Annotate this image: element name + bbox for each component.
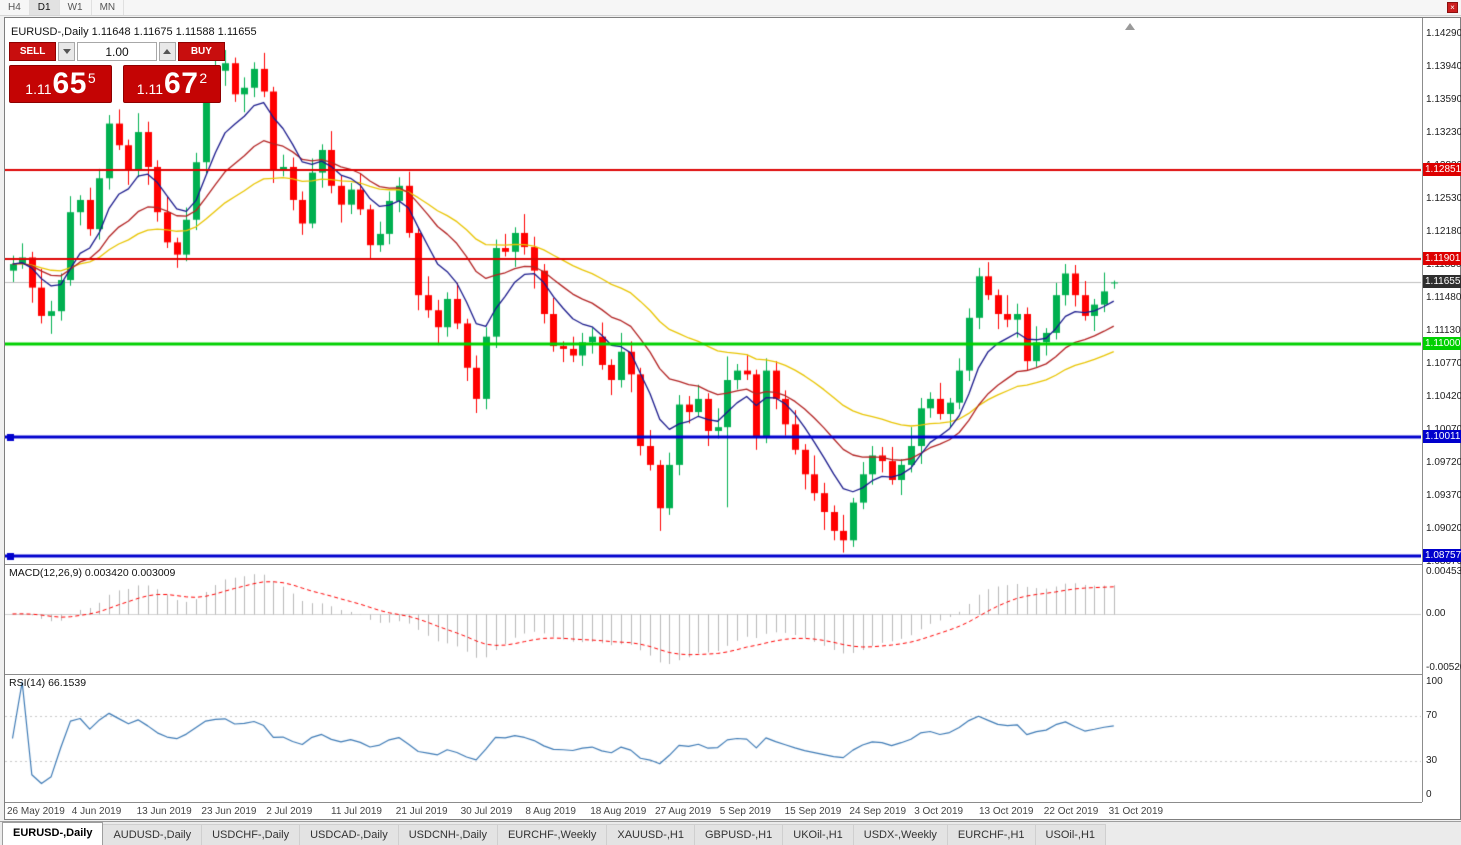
date-axis-label: 26 May 2019: [7, 806, 65, 817]
chart-tab-eurchf-weekly[interactable]: EURCHF-,Weekly: [497, 824, 608, 845]
chart-tab-usdx-weekly[interactable]: USDX-,Weekly: [853, 824, 948, 845]
date-axis-label: 22 Oct 2019: [1043, 806, 1099, 817]
macd-axis-label: 0.004536: [1426, 566, 1461, 577]
price-axis-label: 1.09020: [1426, 523, 1461, 534]
buy-price-box[interactable]: 1.11 67 2: [123, 65, 221, 103]
date-axis[interactable]: 26 May 2019 4 Jun 2019 13 Jun 2019 23 Jun 2…: [5, 802, 1422, 819]
date-axis-label: 11 Jul 2019: [331, 806, 382, 817]
rsi-axis-label: 100: [1426, 676, 1443, 687]
timeframe-button-h4[interactable]: H4: [0, 0, 30, 15]
price-axis-label: 1.11480: [1426, 292, 1461, 303]
rsi-axis-label: 0: [1426, 789, 1432, 800]
sell-price-box[interactable]: 1.11 65 5: [9, 65, 112, 103]
chart-tab-eurusd-daily[interactable]: EURUSD-,Daily: [2, 822, 104, 845]
chart-tab-eurchf-h1[interactable]: EURCHF-,H1: [947, 824, 1036, 845]
date-axis-label: 8 Aug 2019: [525, 806, 576, 817]
chart-shift-marker[interactable]: [1125, 23, 1135, 30]
macd-panel: MACD(12,26,9) 0.003420 0.003009: [5, 565, 1421, 674]
chart-tab-usdcnh-daily[interactable]: USDCNH-,Daily: [398, 824, 498, 845]
date-axis-label: 24 Sep 2019: [849, 806, 907, 817]
sell-button[interactable]: SELL: [9, 42, 57, 61]
rsi-axis-label: 70: [1426, 710, 1438, 721]
macd-indicator-canvas[interactable]: [5, 565, 1421, 674]
sell-price-prefix: 1.11: [25, 80, 52, 97]
macd-header: MACD(12,26,9) 0.003420 0.003009: [9, 567, 176, 579]
arrow-down-icon: [62, 49, 71, 54]
rsi-axis-label: 30: [1426, 755, 1438, 766]
chart-tab-gbpusd-h1[interactable]: GBPUSD-,H1: [695, 824, 784, 845]
level-price-tag: 1.11901: [1423, 252, 1461, 265]
date-axis-label: 27 Aug 2019: [655, 806, 712, 817]
rsi-indicator-canvas[interactable]: [5, 675, 1421, 802]
price-axis-label: 1.10420: [1426, 391, 1461, 402]
volume-input[interactable]: [77, 42, 157, 61]
level-price-tag: 1.12851: [1423, 163, 1461, 176]
timeframe-buttons: H4 D1 W1 MN: [0, 0, 125, 15]
date-axis-label: 31 Oct 2019: [1108, 806, 1164, 817]
volume-decrease-button[interactable]: [58, 42, 75, 61]
main-chart-panel: EURUSD-,Daily 1.11648 1.11675 1.11588 1.…: [5, 18, 1421, 564]
arrow-up-icon: [163, 49, 172, 54]
level-price-tag: 1.10011: [1423, 430, 1461, 443]
timeframe-button-d1[interactable]: D1: [29, 0, 60, 15]
rsi-header: RSI(14) 66.1539: [9, 677, 87, 689]
price-axis-label: 1.12180: [1426, 226, 1461, 237]
price-axis-label: 1.09720: [1426, 457, 1461, 468]
price-axis[interactable]: 1.142901.139401.135901.132301.128801.125…: [1422, 18, 1461, 802]
date-axis-label: 30 Jul 2019: [460, 806, 513, 817]
close-icon[interactable]: ×: [1447, 2, 1458, 13]
buy-price-pipette: 2: [199, 69, 208, 86]
price-axis-label: 1.11130: [1426, 325, 1461, 336]
panel-splitter[interactable]: [5, 564, 1460, 565]
sell-price-main: 65: [52, 67, 87, 100]
chart-tab-usoil-h1[interactable]: USOil-,H1: [1035, 824, 1107, 845]
buy-button[interactable]: BUY: [177, 42, 225, 61]
price-axis-label: 1.12530: [1426, 193, 1461, 204]
sell-price-pipette: 5: [87, 69, 96, 86]
chart-tab-usdchf-daily[interactable]: USDCHF-,Daily: [202, 824, 301, 845]
panel-splitter[interactable]: [5, 674, 1460, 675]
timeframe-button-w1[interactable]: W1: [60, 0, 92, 15]
date-axis-label: 4 Jun 2019: [71, 806, 122, 817]
date-axis-label: 23 Jun 2019: [201, 806, 257, 817]
date-axis-label: 13 Oct 2019: [979, 806, 1034, 817]
price-axis-label: 1.14290: [1426, 28, 1461, 39]
price-axis-label: 1.09370: [1426, 490, 1461, 501]
date-axis-label: 18 Aug 2019: [590, 806, 647, 817]
price-axis-label: 1.13940: [1426, 61, 1461, 72]
chart-tab-ukoil-h1[interactable]: UKOil-,H1: [783, 824, 854, 845]
rsi-panel: RSI(14) 66.1539: [5, 675, 1421, 802]
price-axis-label: 1.13590: [1426, 94, 1461, 105]
chart-tab-usdcad-daily[interactable]: USDCAD-,Daily: [300, 824, 399, 845]
chart-window: EURUSD-,Daily 1.11648 1.11675 1.11588 1.…: [4, 17, 1461, 820]
macd-axis-label: -0.005205: [1426, 662, 1461, 673]
trade-prices-row: 1.11 65 5 1.11 67 2: [9, 65, 225, 103]
level-price-tag: 1.11000: [1423, 337, 1461, 350]
chart-tabs-bar: EURUSD-,Daily AUDUSD-,Daily USDCHF-,Daily U…: [0, 821, 1461, 845]
macd-axis-label: 0.00: [1426, 608, 1446, 619]
date-axis-label: 13 Jun 2019: [136, 806, 192, 817]
date-axis-label: 21 Jul 2019: [395, 806, 448, 817]
current-price-tag: 1.11655: [1423, 275, 1461, 288]
date-axis-label: 15 Sep 2019: [784, 806, 842, 817]
symbol-ohlc-line: EURUSD-,Daily 1.11648 1.11675 1.11588 1.…: [11, 26, 257, 38]
level-price-tag: 1.08757: [1423, 549, 1461, 562]
buy-price-main: 67: [164, 67, 199, 100]
timeframe-toolbar: H4 D1 W1 MN ×: [0, 0, 1461, 16]
price-axis-label: 1.13230: [1426, 127, 1461, 138]
chart-tab-xauusd-h1[interactable]: XAUUSD-,H1: [607, 824, 695, 845]
date-axis-label: 3 Oct 2019: [914, 806, 964, 817]
trade-controls-row: SELL BUY: [9, 42, 225, 61]
chart-tab-audusd-daily[interactable]: AUDUSD-,Daily: [103, 824, 203, 845]
date-axis-label: 5 Sep 2019: [719, 806, 771, 817]
price-axis-label: 1.10770: [1426, 358, 1461, 369]
volume-increase-button[interactable]: [159, 42, 176, 61]
buy-price-prefix: 1.11: [136, 80, 164, 97]
timeframe-button-mn[interactable]: MN: [92, 0, 125, 15]
date-axis-label: 2 Jul 2019: [266, 806, 313, 817]
candlestick-chart-canvas[interactable]: [5, 18, 1421, 564]
